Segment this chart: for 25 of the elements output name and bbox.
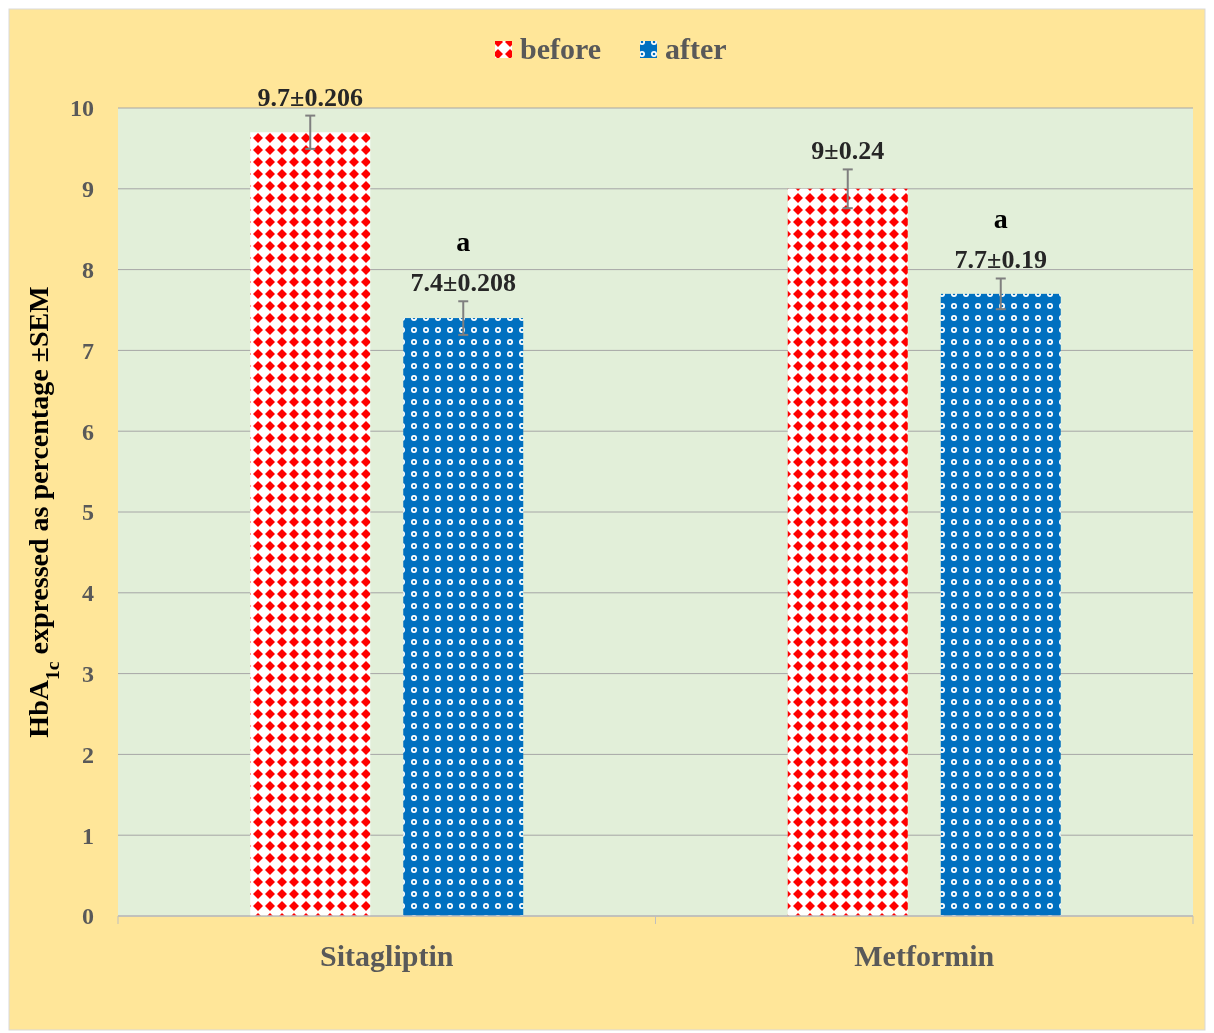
x-tick-label: Sitagliptin	[320, 939, 454, 972]
x-tick-label: Metformin	[854, 939, 995, 972]
annotation: a	[993, 203, 1008, 235]
data-label: 7.7±0.19	[954, 245, 1047, 275]
legend-label: before	[520, 32, 602, 65]
y-tick-label: 8	[82, 257, 94, 283]
y-tick-label: 6	[82, 418, 94, 445]
data-label: 7.4±0.208	[410, 268, 516, 298]
y-tick-label: 0	[82, 903, 94, 930]
legend-label: after	[665, 32, 727, 65]
bar	[250, 132, 371, 916]
y-tick-label: 5	[82, 499, 94, 526]
y-tick-label: 7	[82, 337, 94, 364]
data-label: 9.7±0.206	[257, 82, 363, 112]
y-tick-label: 10	[70, 95, 94, 122]
y-tick-label: 9	[82, 176, 94, 203]
data-label: 9±0.24	[811, 136, 885, 166]
bar	[940, 293, 1061, 916]
bar	[787, 188, 908, 916]
y-tick-label: 2	[82, 741, 94, 768]
y-tick-label: 3	[82, 661, 94, 687]
annotation: a	[456, 226, 471, 258]
y-tick-label: 4	[82, 580, 94, 607]
y-tick-label: 1	[82, 822, 94, 849]
bar	[403, 318, 524, 916]
